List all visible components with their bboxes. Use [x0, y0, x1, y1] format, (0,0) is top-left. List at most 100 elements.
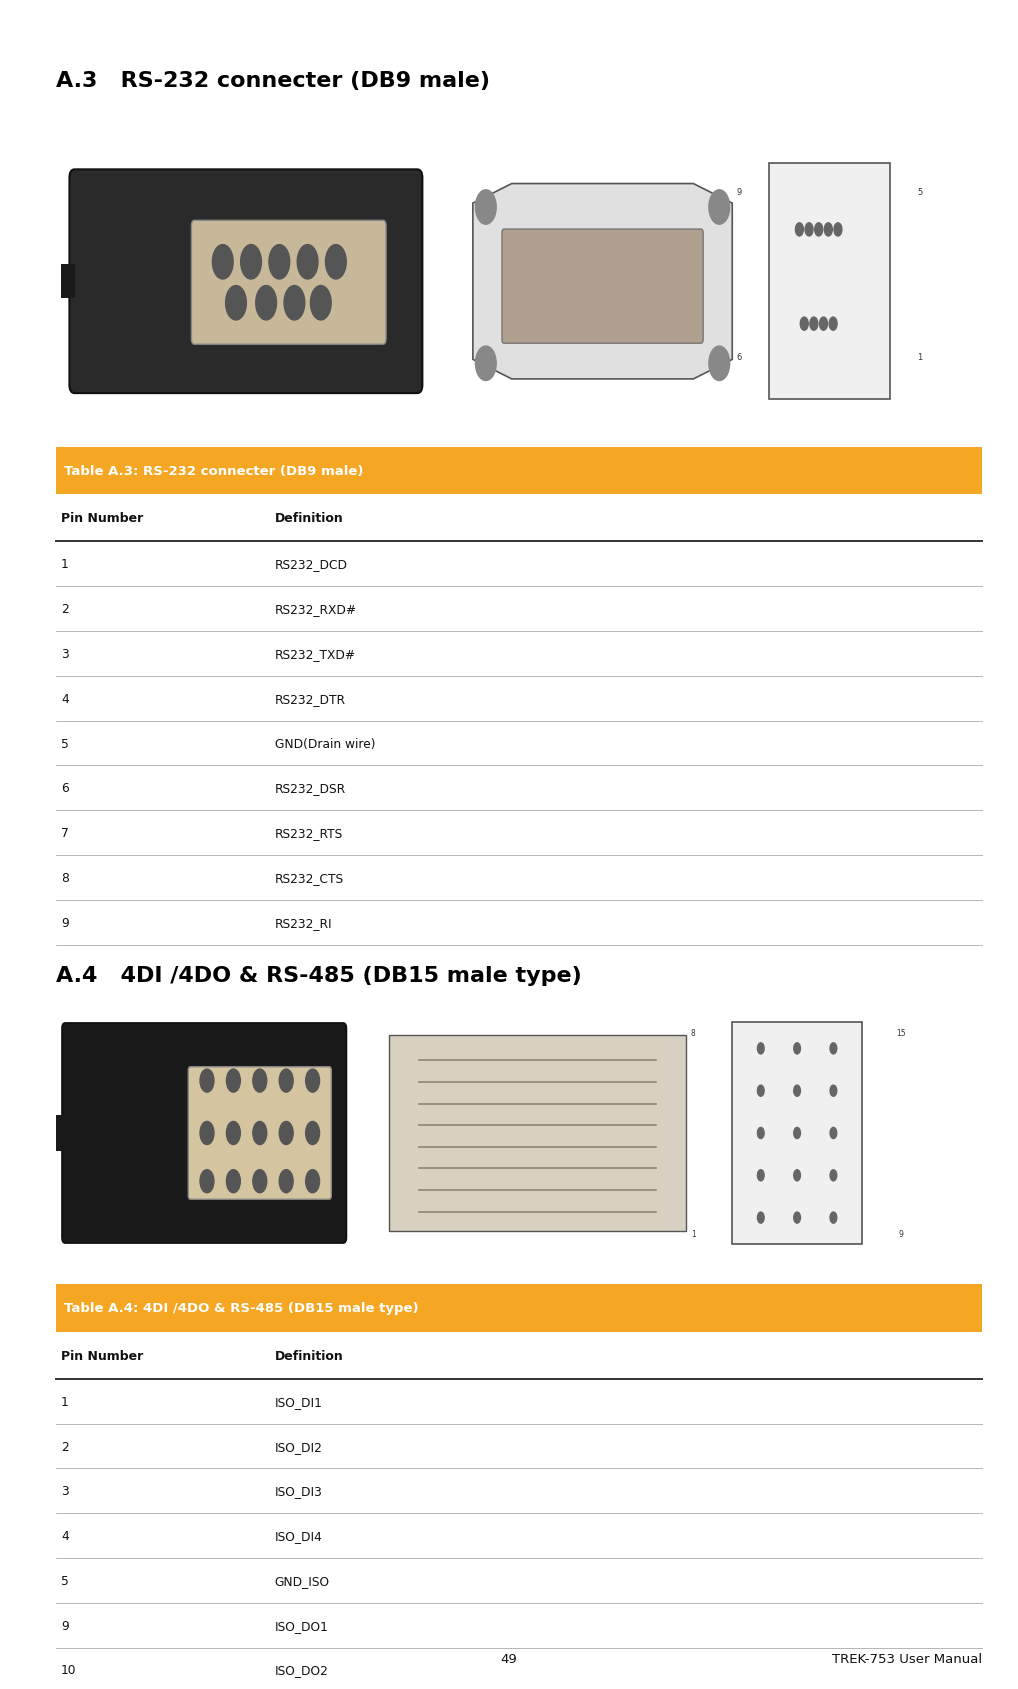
- Circle shape: [794, 1128, 800, 1138]
- Circle shape: [226, 1121, 240, 1145]
- Circle shape: [795, 223, 803, 236]
- Text: 8: 8: [691, 1029, 695, 1037]
- Circle shape: [794, 1170, 800, 1181]
- Text: 49: 49: [501, 1652, 517, 1665]
- Circle shape: [805, 223, 813, 236]
- Circle shape: [829, 318, 837, 331]
- Circle shape: [794, 1213, 800, 1223]
- Circle shape: [226, 1170, 240, 1192]
- Text: 5: 5: [917, 187, 922, 198]
- Circle shape: [279, 1170, 293, 1192]
- FancyBboxPatch shape: [56, 448, 982, 495]
- Text: 9: 9: [899, 1230, 903, 1238]
- Circle shape: [252, 1170, 267, 1192]
- Text: 9: 9: [737, 187, 742, 198]
- Circle shape: [800, 318, 808, 331]
- Circle shape: [757, 1086, 765, 1096]
- FancyBboxPatch shape: [770, 164, 890, 400]
- FancyBboxPatch shape: [502, 230, 703, 345]
- Text: 8: 8: [61, 872, 69, 885]
- Text: 5: 5: [61, 1574, 69, 1588]
- Text: A.3   RS-232 connecter (DB9 male): A.3 RS-232 connecter (DB9 male): [56, 71, 490, 91]
- Text: 7: 7: [61, 826, 69, 839]
- Text: 3: 3: [61, 1485, 69, 1498]
- Text: 4: 4: [61, 692, 69, 706]
- Circle shape: [757, 1213, 765, 1223]
- Circle shape: [814, 223, 823, 236]
- Circle shape: [830, 1213, 837, 1223]
- Text: Pin Number: Pin Number: [61, 512, 144, 525]
- Circle shape: [305, 1121, 320, 1145]
- Circle shape: [305, 1170, 320, 1192]
- Text: 2: 2: [61, 1439, 69, 1453]
- Circle shape: [279, 1069, 293, 1093]
- Text: 4: 4: [61, 1529, 69, 1542]
- Text: 15: 15: [896, 1029, 906, 1037]
- Circle shape: [310, 287, 331, 321]
- Text: RS232_CTS: RS232_CTS: [275, 872, 344, 885]
- Text: 6: 6: [736, 353, 742, 361]
- Circle shape: [834, 223, 842, 236]
- Circle shape: [830, 1128, 837, 1138]
- Text: 2: 2: [61, 603, 69, 616]
- Circle shape: [269, 245, 290, 280]
- Circle shape: [830, 1086, 837, 1096]
- FancyBboxPatch shape: [56, 1284, 982, 1331]
- Text: A.4   4DI /4DO & RS-485 (DB15 male type): A.4 4DI /4DO & RS-485 (DB15 male type): [56, 964, 581, 985]
- Text: RS232_DCD: RS232_DCD: [275, 557, 348, 571]
- Circle shape: [252, 1121, 267, 1145]
- Text: 1: 1: [61, 1395, 69, 1409]
- Circle shape: [830, 1044, 837, 1054]
- Circle shape: [757, 1044, 765, 1054]
- Circle shape: [825, 223, 833, 236]
- Text: GND(Drain wire): GND(Drain wire): [275, 736, 376, 750]
- Text: 3: 3: [61, 647, 69, 660]
- Circle shape: [226, 1069, 240, 1093]
- Text: TREK-753 User Manual: TREK-753 User Manual: [833, 1652, 982, 1665]
- Text: Pin Number: Pin Number: [61, 1350, 144, 1361]
- Text: ISO_DI2: ISO_DI2: [275, 1439, 323, 1453]
- Text: 10: 10: [61, 1664, 76, 1677]
- Circle shape: [794, 1086, 800, 1096]
- Text: ISO_DO1: ISO_DO1: [275, 1618, 329, 1632]
- FancyBboxPatch shape: [188, 1067, 331, 1199]
- Circle shape: [709, 191, 730, 225]
- Circle shape: [475, 191, 496, 225]
- Text: ISO_DI4: ISO_DI4: [275, 1529, 323, 1542]
- Circle shape: [201, 1121, 214, 1145]
- Text: 1: 1: [917, 353, 922, 361]
- Text: RS232_DSR: RS232_DSR: [275, 782, 346, 796]
- FancyBboxPatch shape: [62, 1024, 346, 1243]
- Circle shape: [284, 287, 304, 321]
- Circle shape: [226, 287, 246, 321]
- Text: Table A.3: RS-232 connecter (DB9 male): Table A.3: RS-232 connecter (DB9 male): [64, 464, 363, 478]
- Circle shape: [819, 318, 828, 331]
- FancyBboxPatch shape: [69, 171, 422, 394]
- Circle shape: [757, 1128, 765, 1138]
- Text: 9: 9: [61, 915, 69, 929]
- Circle shape: [256, 287, 277, 321]
- Text: RS232_TXD#: RS232_TXD#: [275, 647, 356, 660]
- FancyBboxPatch shape: [191, 221, 386, 345]
- Circle shape: [810, 318, 817, 331]
- Text: ISO_DI1: ISO_DI1: [275, 1395, 323, 1409]
- Circle shape: [279, 1121, 293, 1145]
- FancyBboxPatch shape: [61, 265, 74, 299]
- Circle shape: [297, 245, 318, 280]
- Circle shape: [305, 1069, 320, 1093]
- Text: RS232_RI: RS232_RI: [275, 915, 333, 929]
- Circle shape: [201, 1170, 214, 1192]
- FancyBboxPatch shape: [56, 1115, 70, 1152]
- Text: GND_ISO: GND_ISO: [275, 1574, 330, 1588]
- Text: ISO_DI3: ISO_DI3: [275, 1485, 323, 1498]
- Text: Definition: Definition: [275, 1350, 344, 1361]
- Circle shape: [794, 1044, 800, 1054]
- Circle shape: [326, 245, 346, 280]
- Circle shape: [475, 346, 496, 382]
- Text: 6: 6: [61, 782, 69, 796]
- Circle shape: [709, 346, 730, 382]
- Circle shape: [830, 1170, 837, 1181]
- Circle shape: [201, 1069, 214, 1093]
- Text: RS232_RXD#: RS232_RXD#: [275, 603, 357, 616]
- Text: Table A.4: 4DI /4DO & RS-485 (DB15 male type): Table A.4: 4DI /4DO & RS-485 (DB15 male …: [64, 1302, 418, 1314]
